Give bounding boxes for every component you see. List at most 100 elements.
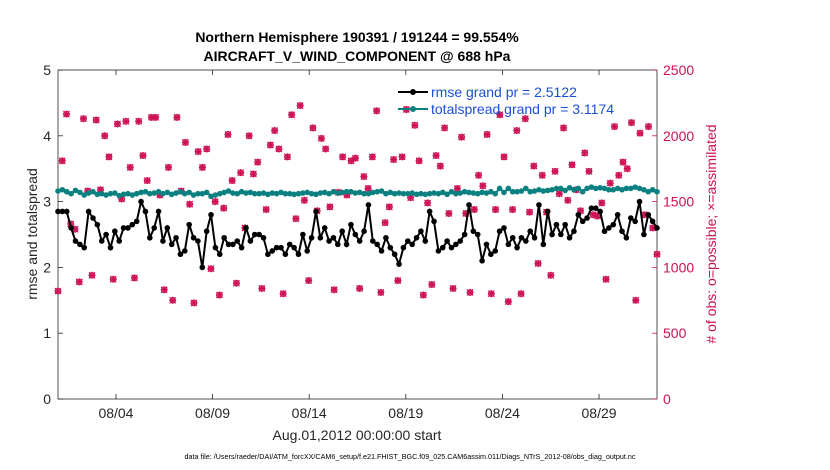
obs-assimilated-point — [441, 124, 449, 132]
rmse-point — [138, 198, 144, 205]
obs-assimilated-point — [381, 219, 389, 227]
totalspread-point — [120, 191, 127, 198]
obs-assimilated-point — [75, 278, 83, 286]
rmse-point — [72, 238, 79, 244]
obs-assimilated-point — [453, 184, 461, 192]
obs-assimilated-point — [207, 265, 215, 273]
obs-assimilated-point — [368, 153, 376, 161]
obs-assimilated-point — [611, 123, 619, 131]
rmse-point — [243, 225, 249, 231]
rmse-point — [142, 208, 149, 215]
rmse-point — [632, 218, 638, 225]
totalspread-point — [85, 190, 92, 196]
totalspread-point — [151, 190, 157, 196]
rmse-point — [426, 208, 433, 215]
obs-assimilated-point — [317, 134, 325, 142]
obs-assimilated-point — [249, 170, 257, 178]
obs-assimilated-point — [564, 196, 572, 204]
rmse-point — [400, 244, 407, 251]
totalspread-point — [168, 191, 175, 198]
legend: rmse grand pr = 2.5122 totalspread grand… — [398, 84, 614, 117]
obs-assimilated-point — [504, 298, 512, 306]
rmse-point — [203, 228, 210, 235]
totalspread-point — [431, 190, 437, 196]
obs-assimilated-point — [62, 110, 70, 118]
obs-assimilated-point — [118, 195, 126, 203]
obs-assimilated-point — [101, 132, 109, 140]
rmse-point — [238, 244, 245, 251]
rmse-point — [627, 215, 634, 221]
rmse-point — [208, 211, 214, 218]
rmse-point — [641, 231, 647, 238]
chart-title-line2: AIRCRAFT_V_WIND_COMPONENT @ 688 hPa — [204, 48, 511, 64]
obs-assimilated-point — [88, 271, 96, 279]
rmse-point — [352, 231, 359, 238]
rmse-point — [536, 202, 542, 208]
rmse-point — [553, 221, 560, 228]
rmse-point — [59, 208, 66, 215]
rmse-point — [619, 228, 625, 235]
rmse-point — [230, 241, 236, 248]
totalspread-point — [588, 184, 595, 190]
totalspread-point — [505, 185, 512, 192]
rmse-point — [269, 248, 276, 254]
x-tick-label: 08/04 — [98, 405, 133, 421]
rmse-point — [483, 241, 490, 248]
rmse-point — [374, 241, 380, 248]
obs-assimilated-point — [109, 275, 117, 283]
totalspread-point — [278, 189, 284, 196]
totalspread-point — [422, 191, 429, 198]
totalspread-point — [518, 188, 525, 194]
totalspread-point — [142, 188, 149, 195]
rmse-point — [151, 225, 157, 231]
rmse-point — [496, 228, 503, 235]
totalspread-point — [540, 188, 547, 194]
totalspread-point — [378, 188, 385, 194]
totalspread-point — [509, 188, 516, 195]
obs-assimilated-point — [649, 224, 657, 232]
totalspread-point — [330, 188, 337, 195]
rmse-point — [55, 208, 61, 215]
obs-assimilated-point — [475, 171, 483, 179]
totalspread-point — [641, 186, 647, 193]
obs-assimilated-point — [606, 179, 614, 187]
totalspread-point — [479, 189, 485, 196]
rmse-point — [431, 218, 437, 225]
obs-assimilated-point — [619, 158, 627, 166]
obs-assimilated-point — [224, 130, 232, 138]
rmse-point — [81, 244, 88, 251]
obs-assimilated-point — [147, 113, 155, 121]
totalspread-point — [116, 192, 123, 199]
totalspread-point — [129, 192, 136, 198]
rmse-point — [77, 241, 83, 248]
rmse-point — [212, 244, 219, 251]
totalspread-point — [457, 190, 464, 196]
totalspread-point — [103, 192, 109, 198]
totalspread-point — [383, 190, 389, 197]
totalspread-point — [313, 191, 319, 198]
obs-assimilated-point — [479, 182, 487, 190]
totalspread-point — [133, 190, 140, 197]
totalspread-point — [558, 185, 564, 192]
obs-assimilated-point — [71, 225, 79, 233]
y-tick-right-label: 0 — [663, 391, 671, 407]
totalspread-point — [597, 184, 603, 191]
obs-assimilated-point — [500, 153, 508, 161]
totalspread-point — [649, 186, 656, 193]
obs-assimilated-point — [135, 117, 143, 125]
rmse-point — [404, 238, 411, 244]
rmse-point — [300, 231, 306, 238]
x-axis-label: Aug.01,2012 00:00:00 start — [273, 427, 442, 443]
totalspread-point — [448, 188, 455, 195]
obs-assimilated-point — [143, 177, 151, 185]
rmse-point — [282, 251, 289, 258]
rmse-point — [321, 225, 328, 231]
totalspread-point — [444, 191, 450, 198]
obs-assimilated-point — [373, 107, 381, 115]
totalspread-point — [492, 190, 499, 197]
totalspread-point — [619, 186, 625, 193]
obs-assimilated-point — [432, 152, 440, 160]
rmse-point — [168, 241, 175, 248]
totalspread-point — [160, 190, 166, 197]
totalspread-point — [164, 189, 171, 196]
